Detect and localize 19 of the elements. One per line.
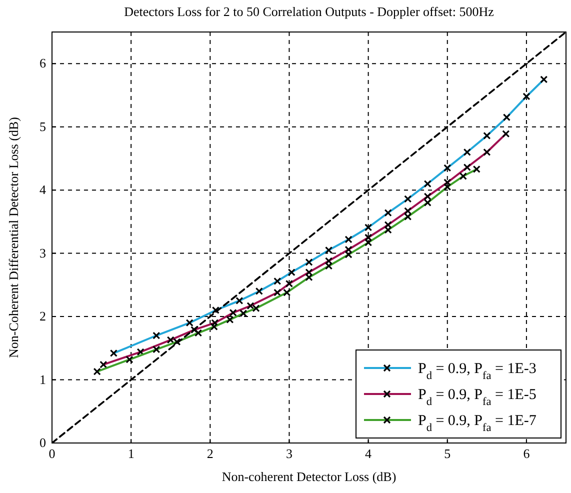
legend-label: P$_{d}$ = 0.9, P$_{fa}$ = 1E-3 [418,361,536,382]
y-tick-label: 5 [40,118,46,134]
x-tick-label: 5 [444,446,451,461]
legend-label: P$_{d}$ = 0.9, P$_{fa}$ = 1E-7 [418,413,537,434]
x-tick-label: 2 [206,446,214,461]
y-tick-label: 3 [40,245,46,260]
x-tick-label: 6 [523,446,530,461]
x-tick-label: 3 [286,446,292,461]
x-axis-title: Non-coherent Detector Loss (dB) [222,469,396,484]
y-tick-label: 1 [40,372,46,387]
x-tick-label: 1 [128,446,134,461]
y-axis-title: Non-Coherent Differential Detector Loss (dB) [6,117,21,358]
y-tick-label: 2 [40,308,46,324]
legend-label: P$_{d}$ = 0.9, P$_{fa}$ = 1E-5 [418,387,536,408]
y-tick-label: 6 [40,56,46,71]
chart-title: Detectors Loss for 2 to 50 Correlation Outputs - Doppler offset: 500Hz [124,4,494,19]
y-tick-label: 0 [40,435,46,450]
x-tick-label: 4 [365,446,372,461]
y-tick-label: 4 [40,182,46,198]
